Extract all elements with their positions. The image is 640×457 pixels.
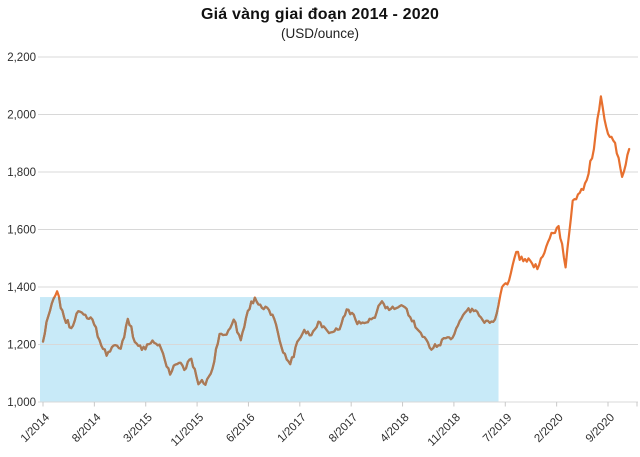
x-tick-label: 2/2020 [532,412,565,445]
y-tick-label: 1,400 [7,282,36,294]
x-tick-label: 6/2016 [224,412,257,445]
x-tick-label: 1/2014 [19,411,53,445]
x-tick-label: 1/2017 [276,412,309,445]
x-tick-label: 7/2019 [481,412,514,445]
y-tick-label: 1,600 [7,225,36,237]
chart-title: Giá vàng giai đoạn 2014 - 2020 [200,6,440,23]
chart-subtitle: (USD/ounce) [280,26,360,41]
y-tick-label: 2,000 [7,110,36,122]
chart-header: Giá vàng giai đoạn 2014 - 2020 (USD/ounc… [0,4,640,42]
highlight-band [40,297,499,402]
y-tick-label: 2,200 [7,52,36,64]
x-tick-label: 11/2018 [426,412,463,449]
x-tick-label: 11/2015 [169,412,206,449]
x-tick-label: 8/2017 [327,412,360,445]
x-tick-label: 4/2018 [378,412,411,445]
price-line-in-band [41,297,499,386]
x-tick-label: 8/2014 [70,411,104,445]
x-tick-label: 9/2020 [584,412,617,445]
y-tick-label: 1,800 [7,167,36,179]
y-tick-label: 1,000 [7,397,36,409]
y-tick-label: 1,200 [7,340,36,352]
x-tick-label: 3/2015 [121,412,154,445]
